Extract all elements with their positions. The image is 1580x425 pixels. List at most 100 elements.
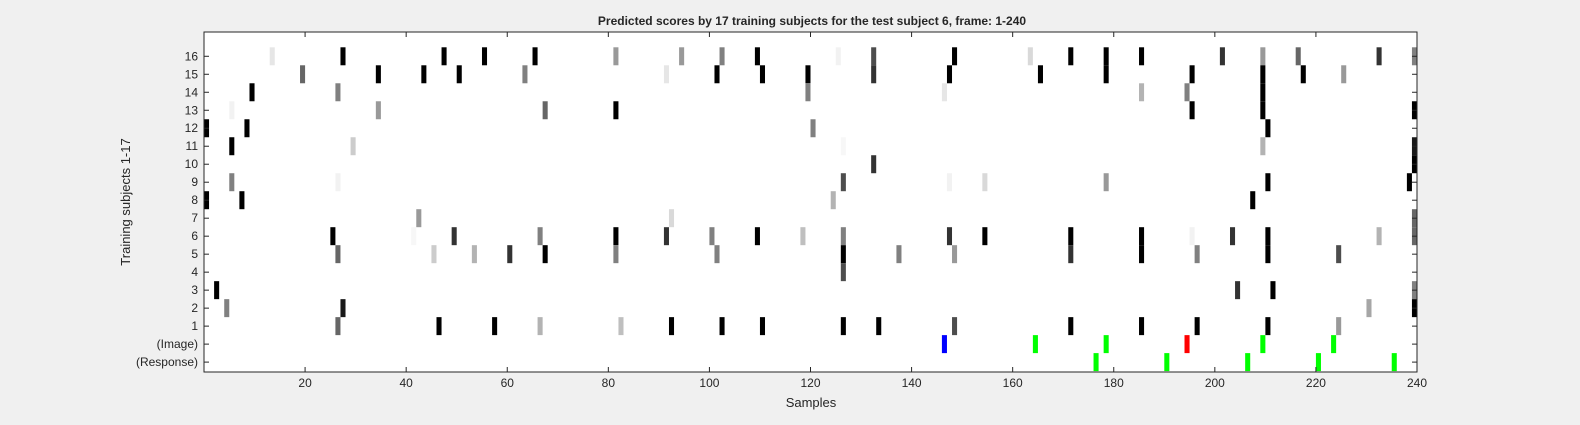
score-cell [840,263,846,282]
score-cell [668,317,675,336]
y-tick-label: 15 [185,67,199,81]
score-cell [1068,245,1074,264]
score-cell [1219,47,1225,66]
score-cell [1139,47,1145,66]
score-cell [1300,65,1306,84]
score-cell [946,173,953,192]
score-cell [249,83,255,102]
score-cell [229,173,235,192]
score-cell [522,65,528,84]
event-marker [1245,353,1251,372]
score-cell [300,65,306,84]
score-cell [714,65,720,84]
y-tick-label: 9 [191,175,198,189]
score-cell [335,83,341,102]
score-cell [871,47,877,66]
score-cell [1027,47,1033,66]
score-cell [1336,245,1342,264]
score-cell [754,227,760,246]
x-tick-label: 200 [1205,376,1225,390]
score-cell [1265,119,1271,138]
score-cell [759,65,766,84]
y-tick-label: 6 [191,229,198,243]
score-cell [441,47,447,66]
score-cell [613,47,619,66]
score-cell [1376,227,1382,246]
event-marker [1331,335,1337,354]
x-tick-label: 80 [602,376,616,390]
score-cell [840,173,846,192]
score-cell [810,119,816,138]
score-cell [269,47,275,66]
score-cell [1270,281,1276,300]
y-tick-label: (Response) [136,355,198,369]
score-cell [542,245,548,264]
score-cell [663,65,669,84]
score-cell [1260,47,1266,66]
y-tick-label: 10 [185,157,199,171]
event-marker [1093,353,1099,372]
score-cell [714,245,720,264]
score-cell [952,47,958,66]
x-tick-label: 240 [1407,376,1427,390]
score-cell [1260,137,1266,156]
score-cell [719,47,725,66]
score-cell [982,173,988,192]
chart-title: Predicted scores by 17 training subjects… [598,14,1026,28]
score-cell [1229,227,1236,246]
x-axis: 20 40 60 80 100 120 140 160 180 200 220 240 [298,32,1427,390]
score-cell [340,47,346,66]
score-cell [800,227,806,246]
score-cell [1068,227,1074,246]
score-cell [618,317,624,336]
score-cell [835,47,841,66]
y-tick-label: 13 [185,103,199,117]
x-tick-label: 160 [1003,376,1023,390]
score-cell [340,299,346,318]
score-cell [411,227,417,246]
event-marker [1103,335,1109,354]
score-cell [871,65,877,84]
score-cell [1189,227,1195,246]
score-cell [375,101,381,120]
score-cell [613,101,619,120]
y-tick-label: 11 [186,139,199,153]
score-cell [1194,245,1200,264]
y-tick-label: (Image) [157,337,198,351]
event-marker [1391,353,1397,372]
score-cell [1250,191,1256,210]
score-cell [1265,245,1271,264]
y-axis-label: Training subjects 1-17 [118,138,133,265]
score-cell [719,317,725,336]
score-cell [1336,317,1342,336]
score-cell [492,317,498,336]
score-cell [1260,65,1266,84]
event-markers [941,335,1397,372]
score-cell [759,317,766,336]
y-tick-label: 2 [191,301,198,315]
score-cell [613,245,619,264]
x-tick-label: 180 [1104,376,1124,390]
x-tick-label: 20 [298,376,312,390]
score-cell [840,317,846,336]
score-cell [1194,317,1200,336]
score-cell [537,227,543,246]
score-cell [421,65,427,84]
score-cell [239,191,245,210]
score-cell [214,281,220,300]
score-cell [431,245,437,264]
score-cell [1184,83,1190,102]
score-cell [335,173,341,192]
score-cell [1103,65,1109,84]
y-tick-label: 8 [191,193,198,207]
score-cell [335,317,341,336]
score-cell [471,245,477,264]
score-cell [1260,83,1266,102]
score-cell [982,227,988,246]
score-cell [507,245,513,264]
score-cell [896,245,902,264]
x-tick-label: 220 [1306,376,1326,390]
score-cell [952,245,958,264]
